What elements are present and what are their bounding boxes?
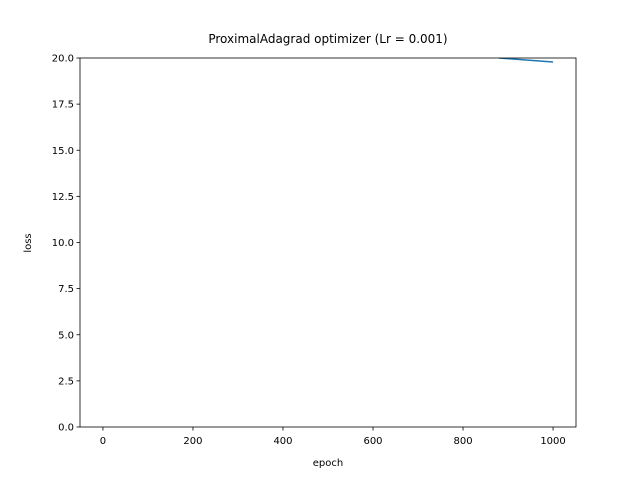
y-tick-label: 20.0 — [52, 54, 74, 65]
x-tick-label: 400 — [273, 436, 292, 447]
x-tick-label: 0 — [100, 436, 106, 447]
y-tick-label: 2.5 — [58, 376, 74, 387]
y-tick-label: 15.0 — [52, 146, 74, 157]
chart-title: ProximalAdagrad optimizer (Lr = 0.001) — [208, 32, 447, 46]
y-tick-label: 7.5 — [58, 284, 74, 295]
x-tick-label: 200 — [183, 436, 202, 447]
x-tick-label: 600 — [363, 436, 382, 447]
y-tick-label: 12.5 — [52, 192, 74, 203]
axes-frame — [79, 57, 577, 428]
y-axis-label: loss — [23, 233, 34, 252]
plot-area — [498, 58, 554, 63]
y-tick-label: 17.5 — [52, 100, 74, 111]
y-tick-label: 5.0 — [58, 330, 74, 341]
x-tick-label: 1000 — [540, 436, 565, 447]
y-tick-label: 10.0 — [52, 238, 74, 249]
x-tick-label: 800 — [453, 436, 472, 447]
x-axis-label: epoch — [313, 458, 343, 469]
y-tick-label: 0.0 — [58, 423, 74, 434]
line — [498, 58, 554, 63]
